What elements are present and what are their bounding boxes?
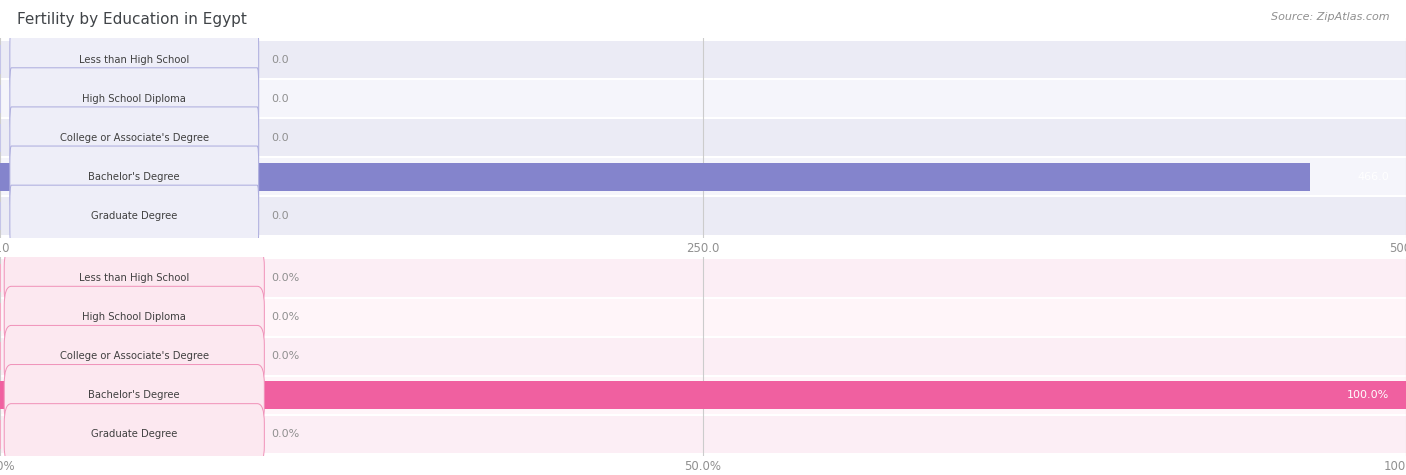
Bar xyxy=(0,158,1406,195)
Bar xyxy=(0,264,1,292)
FancyBboxPatch shape xyxy=(10,185,259,247)
Bar xyxy=(0,124,1,152)
Text: 0.0: 0.0 xyxy=(271,133,290,143)
FancyBboxPatch shape xyxy=(10,28,259,90)
Text: 0.0%: 0.0% xyxy=(271,273,299,283)
Text: Bachelor's Degree: Bachelor's Degree xyxy=(89,172,180,182)
Text: Fertility by Education in Egypt: Fertility by Education in Egypt xyxy=(17,12,246,27)
Bar xyxy=(0,381,1406,409)
Text: 100.0%: 100.0% xyxy=(1347,390,1389,400)
FancyBboxPatch shape xyxy=(10,146,259,208)
Text: Source: ZipAtlas.com: Source: ZipAtlas.com xyxy=(1271,12,1389,22)
FancyBboxPatch shape xyxy=(4,286,264,348)
Text: 0.0: 0.0 xyxy=(271,55,290,65)
Bar xyxy=(0,303,1,331)
Bar xyxy=(0,46,1,74)
Bar xyxy=(0,338,1406,375)
Text: Less than High School: Less than High School xyxy=(79,55,190,65)
Bar xyxy=(0,80,1406,117)
Text: Bachelor's Degree: Bachelor's Degree xyxy=(89,390,180,400)
Bar xyxy=(0,41,1406,78)
FancyBboxPatch shape xyxy=(10,107,259,169)
Text: High School Diploma: High School Diploma xyxy=(83,94,186,104)
FancyBboxPatch shape xyxy=(4,325,264,387)
Text: 0.0%: 0.0% xyxy=(271,312,299,322)
Text: College or Associate's Degree: College or Associate's Degree xyxy=(59,351,209,361)
Bar xyxy=(0,202,1,230)
FancyBboxPatch shape xyxy=(4,247,264,309)
Text: Less than High School: Less than High School xyxy=(79,273,190,283)
FancyBboxPatch shape xyxy=(4,404,264,466)
Text: 0.0%: 0.0% xyxy=(271,429,299,439)
Bar xyxy=(0,163,1310,191)
Text: Graduate Degree: Graduate Degree xyxy=(91,211,177,221)
Text: 466.0: 466.0 xyxy=(1357,172,1389,182)
Bar xyxy=(0,377,1406,414)
Text: 0.0%: 0.0% xyxy=(271,351,299,361)
Bar xyxy=(0,259,1406,296)
Text: High School Diploma: High School Diploma xyxy=(83,312,186,322)
Bar xyxy=(0,420,1,448)
Text: Graduate Degree: Graduate Degree xyxy=(91,429,177,439)
Text: 0.0: 0.0 xyxy=(271,94,290,104)
Bar xyxy=(0,342,1,370)
Bar xyxy=(0,198,1406,235)
Text: College or Associate's Degree: College or Associate's Degree xyxy=(59,133,209,143)
Text: 0.0: 0.0 xyxy=(271,211,290,221)
Bar xyxy=(0,119,1406,156)
FancyBboxPatch shape xyxy=(10,68,259,130)
FancyBboxPatch shape xyxy=(4,364,264,426)
Bar xyxy=(0,416,1406,453)
Bar xyxy=(0,299,1406,336)
Bar xyxy=(0,85,1,113)
